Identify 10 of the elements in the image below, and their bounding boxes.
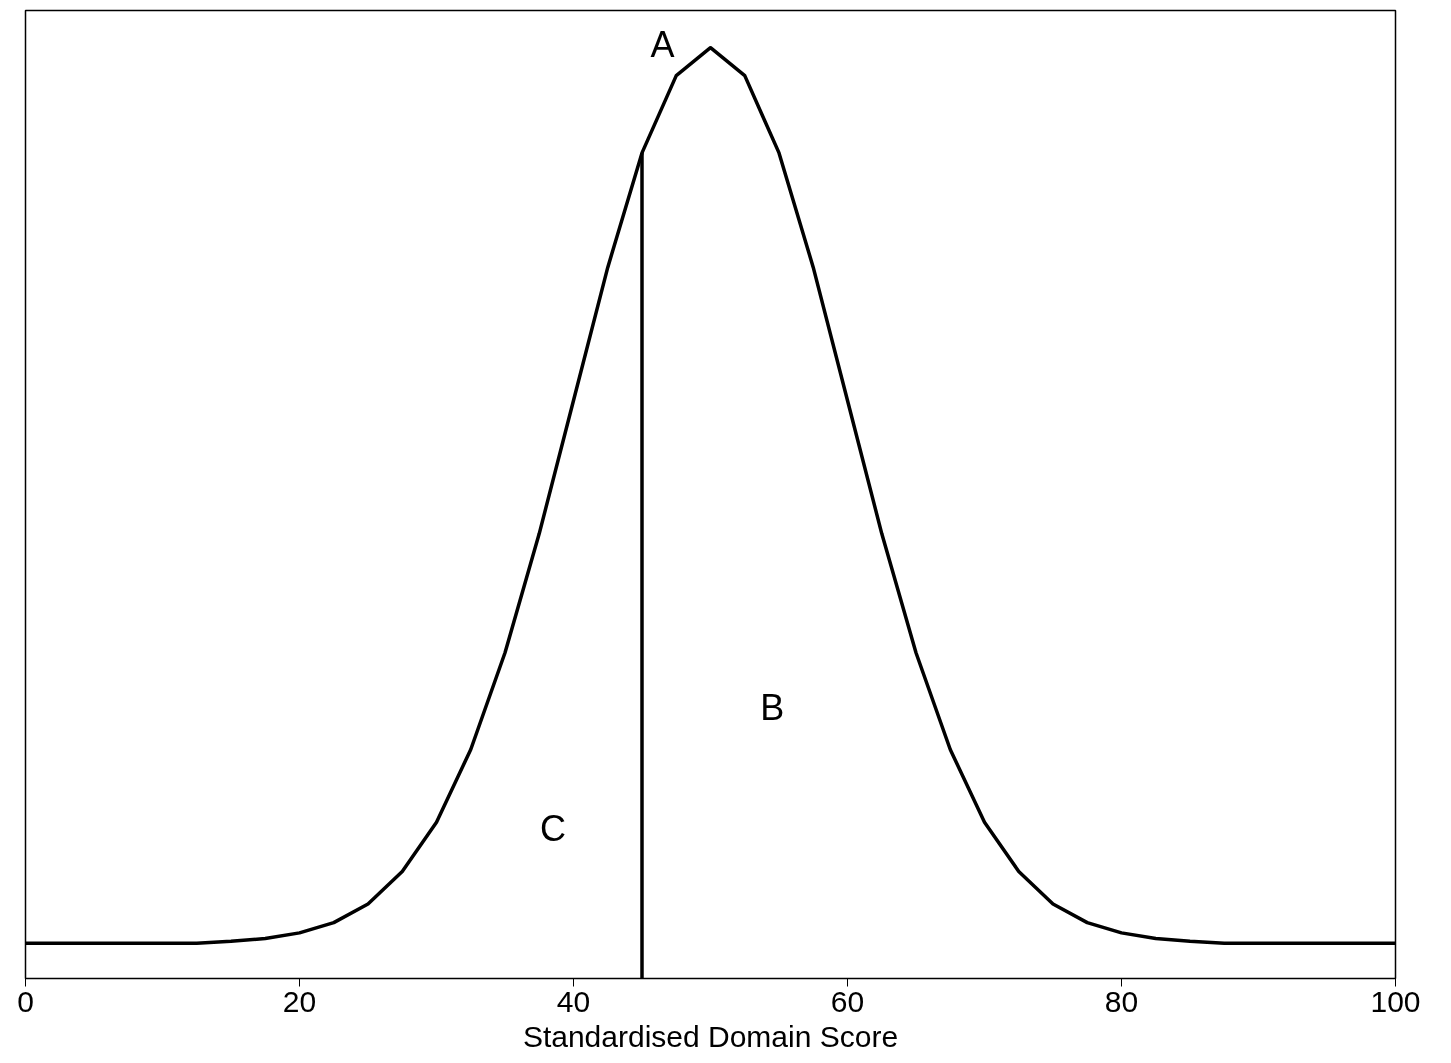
x-axis-title: Standardised Domain Score [522, 1019, 899, 1053]
annotation: C [539, 807, 566, 849]
annotation: A [650, 23, 675, 65]
x-tick-label: 80 [1104, 984, 1139, 1018]
annotation: B [760, 686, 785, 728]
x-tick-label: 20 [282, 984, 317, 1018]
x-tick-label: 40 [556, 984, 591, 1018]
x-tick-label: 100 [1370, 984, 1421, 1018]
x-tick-label: 0 [17, 984, 34, 1018]
x-tick-label: 60 [830, 984, 865, 1018]
